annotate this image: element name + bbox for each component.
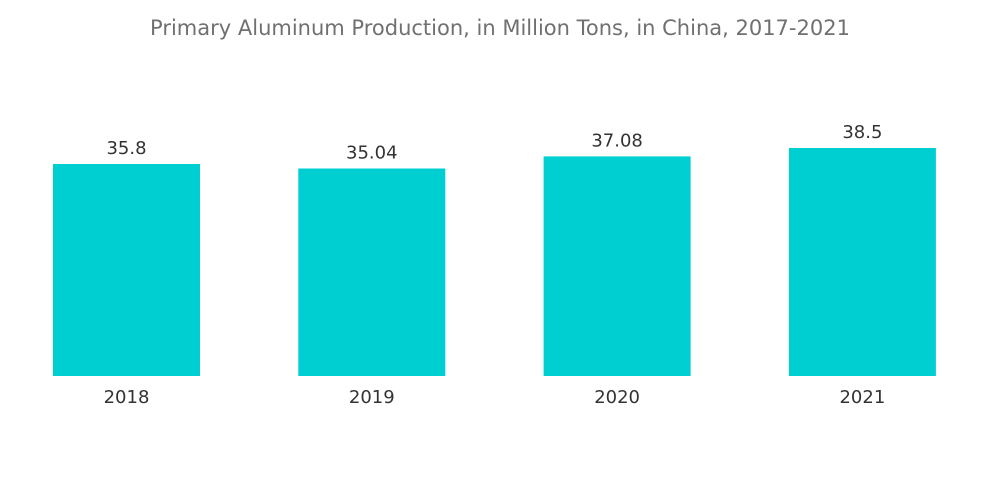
tick-labels-group: 2018 2019 2020 2021 (104, 387, 886, 408)
x-tick-label-2021: 2021 (839, 387, 885, 408)
value-label-2018: 35.8 (106, 138, 146, 159)
x-tick-label-2019: 2019 (349, 387, 395, 408)
value-label-2021: 38.5 (842, 122, 882, 143)
bar-2019 (298, 168, 446, 376)
value-label-2019: 35.04 (346, 143, 398, 164)
bar-2018 (53, 164, 200, 376)
bar-2020 (543, 156, 691, 376)
x-tick-label-2018: 2018 (104, 387, 150, 408)
value-label-2020: 37.08 (591, 130, 643, 151)
bar-2021 (788, 148, 936, 376)
chart-title: Primary Aluminum Production, in Million … (150, 16, 850, 40)
bars-group (53, 148, 936, 376)
value-labels-group: 35.8 35.04 37.08 38.5 (106, 122, 882, 164)
x-tick-label-2020: 2020 (594, 387, 640, 408)
